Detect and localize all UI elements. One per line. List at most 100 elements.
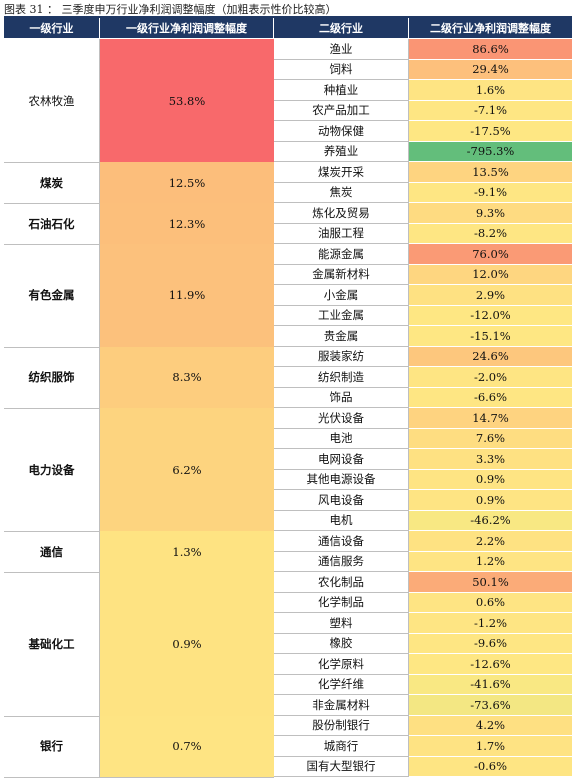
level1-adjustment-value: 12.5% <box>100 162 274 203</box>
table-row: 焦炭-9.1% <box>274 183 572 204</box>
level2-adjustment-value: 3.3% <box>409 449 572 470</box>
level1-industry-name: 煤炭 <box>4 162 100 203</box>
level2-adjustment-value: -12.6% <box>409 654 572 675</box>
level2-industry-name: 小金属 <box>274 285 409 306</box>
table-row: 动物保健-17.5% <box>274 121 572 142</box>
level2-adjustment-value: 24.6% <box>409 347 572 368</box>
level2-adjustment-value: 86.6% <box>409 39 572 60</box>
table-row: 化学纤维-41.6% <box>274 675 572 696</box>
level2-industry-name: 风电设备 <box>274 490 409 511</box>
level1-adjustment-value: 6.2% <box>100 408 274 531</box>
level2-industry-name: 养殖业 <box>274 142 409 163</box>
level2-adjustment-value: -0.6% <box>409 757 572 778</box>
level2-adjustment-value: -6.6% <box>409 388 572 409</box>
level2-industry-name: 电网设备 <box>274 449 409 470</box>
level2-adjustment-value: -12.0% <box>409 306 572 327</box>
level2-industry-name: 焦炭 <box>274 183 409 204</box>
level2-industry-name: 通信服务 <box>274 552 409 573</box>
level2-adjustment-value: -15.1% <box>409 326 572 347</box>
table-row: 非金属材料-73.6% <box>274 695 572 716</box>
table-row: 贵金属-15.1% <box>274 326 572 347</box>
level2-industry-name: 饰品 <box>274 388 409 409</box>
level1-industry-name: 纺织服饰 <box>4 347 100 409</box>
level1-industry-name: 通信 <box>4 531 100 572</box>
header-level2-adjustment: 二级行业净利润调整幅度 <box>409 18 572 38</box>
level2-adjustment-value: -9.6% <box>409 634 572 655</box>
level1-industry-name: 电力设备 <box>4 408 100 531</box>
level2-industry-name: 农化制品 <box>274 572 409 593</box>
level2-industry-name: 化学制品 <box>274 593 409 614</box>
level2-industry-name: 电池 <box>274 429 409 450</box>
level2-adjustment-value: 7.6% <box>409 429 572 450</box>
level1-industry-name: 有色金属 <box>4 244 100 347</box>
level1-industry-name: 石油石化 <box>4 203 100 244</box>
table-row: 油服工程-8.2% <box>274 224 572 245</box>
level2-industry-name: 通信设备 <box>274 531 409 552</box>
level2-industry-name: 股份制银行 <box>274 716 409 737</box>
level2-industry-name: 橡胶 <box>274 634 409 655</box>
table-row: 橡胶-9.6% <box>274 634 572 655</box>
level1-adjustment-value: 0.9% <box>100 572 274 716</box>
level2-adjustment-value: -2.0% <box>409 367 572 388</box>
table-row: 农产品加工-7.1% <box>274 101 572 122</box>
level1-adjustment-value: 1.3% <box>100 531 274 572</box>
level2-adjustment-value: 2.9% <box>409 285 572 306</box>
level1-adjustment-value: 0.7% <box>100 716 274 778</box>
level2-adjustment-value: -73.6% <box>409 695 572 716</box>
table-row: 化学原料-12.6% <box>274 654 572 675</box>
level2-adjustment-value: -41.6% <box>409 675 572 696</box>
level2-adjustment-value: 13.5% <box>409 162 572 183</box>
level2-industry-name: 饲料 <box>274 60 409 81</box>
level1-industry-name: 基础化工 <box>4 572 100 716</box>
level2-adjustment-value: 2.2% <box>409 531 572 552</box>
level1-industry-name: 银行 <box>4 716 100 778</box>
level2-adjustment-value: -46.2% <box>409 511 572 532</box>
header-level1-adjustment: 一级行业净利润调整幅度 <box>100 18 274 38</box>
level2-industry-name: 炼化及贸易 <box>274 203 409 224</box>
level2-adjustment-value: -8.2% <box>409 224 572 245</box>
level2-adjustment-value: 14.7% <box>409 408 572 429</box>
level2-adjustment-value: -17.5% <box>409 121 572 142</box>
level2-industry-name: 工业金属 <box>274 306 409 327</box>
level2-adjustment-value: 0.9% <box>409 470 572 491</box>
level2-adjustment-value: 76.0% <box>409 244 572 265</box>
level2-industry-name: 油服工程 <box>274 224 409 245</box>
level2-adjustment-value: 1.6% <box>409 80 572 101</box>
table-row: 养殖业-795.3% <box>274 142 572 163</box>
level2-industry-name: 金属新材料 <box>274 265 409 286</box>
level2-adjustment-value: 0.6% <box>409 593 572 614</box>
level2-industry-name: 城商行 <box>274 736 409 757</box>
header-level2-industry: 二级行业 <box>274 18 409 38</box>
level2-adjustment-value: -1.2% <box>409 613 572 634</box>
level2-industry-name: 服装家纺 <box>274 347 409 368</box>
table-row: 塑料-1.2% <box>274 613 572 634</box>
level1-adjustment-value: 12.3% <box>100 203 274 244</box>
table-row: 工业金属-12.0% <box>274 306 572 327</box>
level2-industry-name: 渔业 <box>274 39 409 60</box>
level2-industry-name: 纺织制造 <box>274 367 409 388</box>
level2-industry-name: 化学原料 <box>274 654 409 675</box>
level2-industry-name: 动物保健 <box>274 121 409 142</box>
level2-industry-name: 国有大型银行 <box>274 757 409 778</box>
level2-adjustment-value: 1.7% <box>409 736 572 757</box>
level2-adjustment-value: -7.1% <box>409 101 572 122</box>
level2-industry-name: 其他电源设备 <box>274 470 409 491</box>
level2-industry-name: 化学纤维 <box>274 675 409 696</box>
table-row: 饰品-6.6% <box>274 388 572 409</box>
